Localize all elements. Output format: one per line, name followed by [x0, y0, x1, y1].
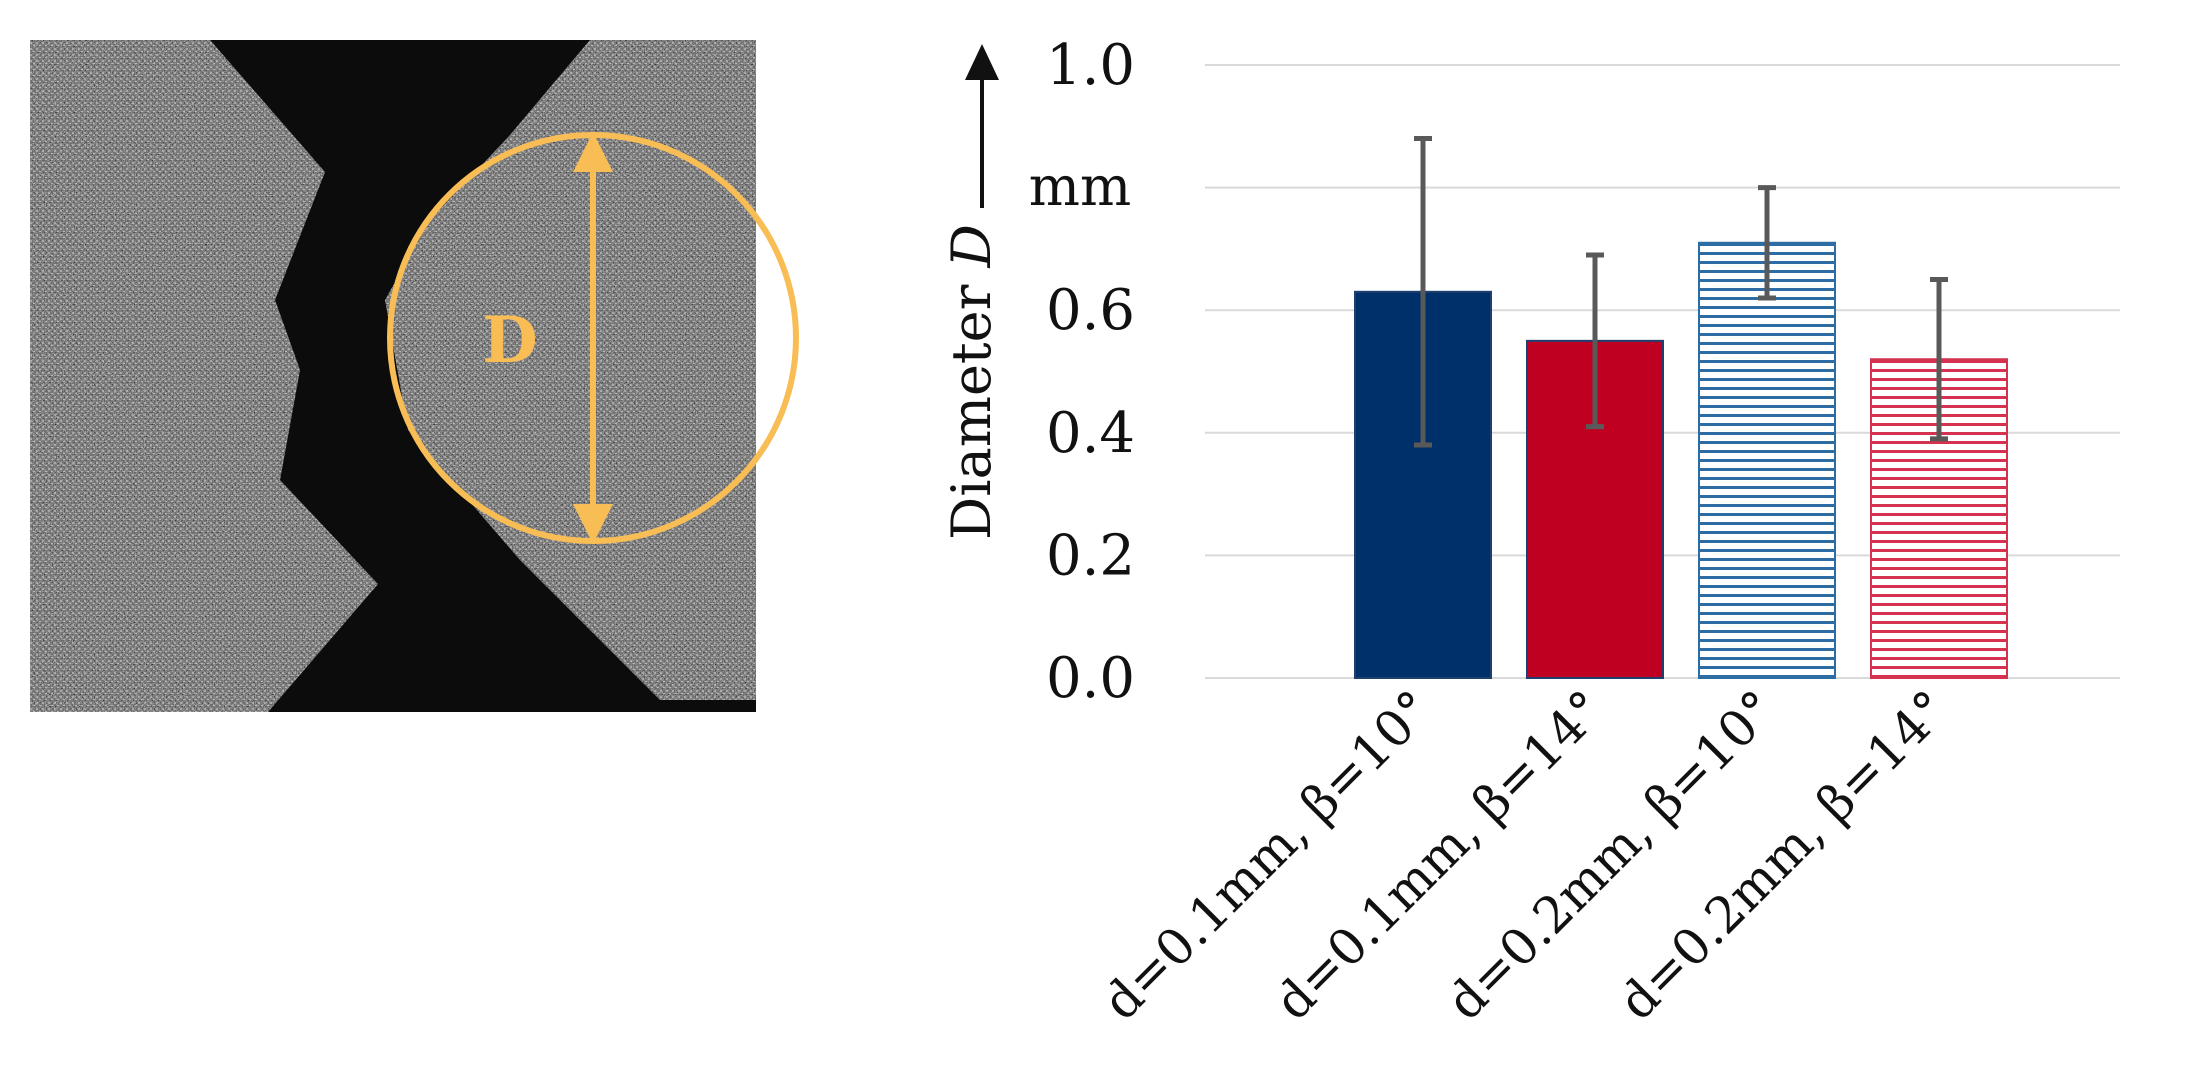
- svg-text:Diameter D: Diameter D: [940, 224, 1003, 540]
- x-category-label: d=0.2mm, β=10°: [1436, 679, 1788, 1031]
- y-tick-label: 1.0: [1046, 33, 1135, 98]
- y-tick-label: 0.4: [1046, 401, 1135, 466]
- y-axis-unit: mm: [1029, 155, 1131, 218]
- y-axis-ticks: 0.0 0.2 0.4 0.6 1.0: [1046, 33, 1135, 711]
- x-category-label: d=0.2mm, β=14°: [1608, 679, 1960, 1031]
- y-tick-label: 0.2: [1046, 523, 1135, 588]
- y-axis-title: Diameter D: [940, 224, 1003, 540]
- bars: [1354, 241, 2008, 680]
- error-bars: [1414, 136, 1948, 448]
- bar: [1698, 241, 1836, 680]
- x-category-label: d=0.1mm, β=10°: [1092, 679, 1444, 1031]
- y-axis-arrow-icon: [965, 44, 999, 80]
- category-labels: d=0.1mm, β=10°d=0.1mm, β=14°d=0.2mm, β=1…: [1092, 679, 1960, 1031]
- y-tick-label: 0.6: [1046, 278, 1135, 343]
- y-axis-title-main: Diameter: [940, 267, 1003, 540]
- x-category-label: d=0.1mm, β=14°: [1264, 679, 1616, 1031]
- y-tick-label: 0.0: [1046, 646, 1135, 711]
- y-axis-title-var: D: [940, 224, 1003, 268]
